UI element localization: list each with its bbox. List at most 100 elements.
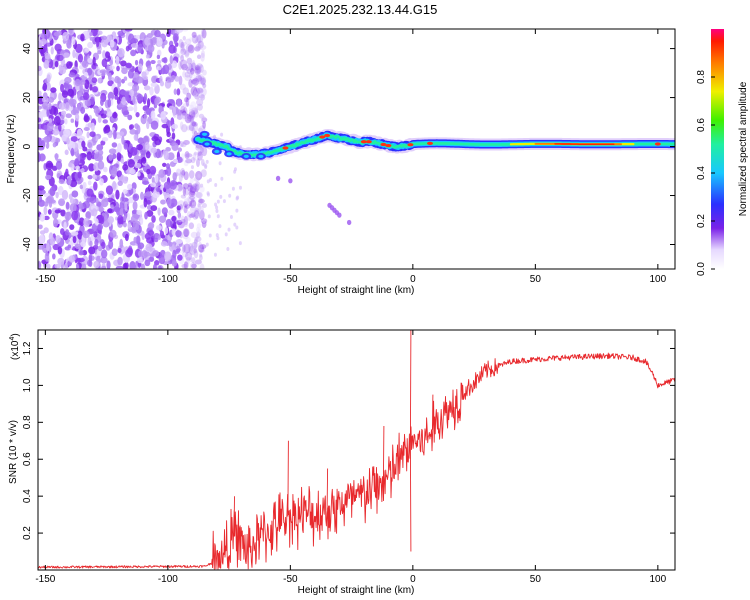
ridge-clump-core (214, 149, 220, 154)
noise-speck (162, 162, 167, 167)
noise-speck (96, 144, 104, 151)
noise-speck (44, 59, 50, 65)
noise-speck (163, 150, 170, 161)
noise-speck (155, 186, 161, 193)
noise-speck (69, 198, 76, 204)
noise-speck (94, 218, 99, 226)
noise-speck (38, 243, 45, 250)
noise-speck (81, 60, 89, 68)
noise-speck (201, 29, 207, 39)
noise-speck (130, 146, 138, 156)
noise-speck (163, 181, 171, 190)
noise-speck (169, 198, 178, 207)
noise-speck (129, 168, 136, 175)
noise-speck (68, 141, 76, 151)
noise-speck (191, 257, 196, 264)
noise-speck (127, 106, 134, 112)
noise-speck (216, 236, 220, 241)
ridge-peak (324, 133, 331, 138)
noise-speck (55, 234, 61, 244)
y-tick-label: 0 (22, 143, 33, 149)
noise-speck (199, 77, 204, 83)
noise-speck (189, 62, 193, 73)
noise-speck (238, 241, 242, 246)
noise-speck (67, 88, 74, 97)
y-tick-label: 1.0 (22, 378, 33, 392)
noise-speck (154, 97, 160, 106)
noise-speck (176, 88, 181, 96)
noise-speck (176, 219, 183, 226)
y-tick-label: 1.2 (22, 341, 33, 355)
noise-speck (100, 98, 104, 107)
noise-speck (227, 227, 231, 232)
noise-speck (137, 172, 141, 177)
noise-speck (41, 101, 49, 109)
noise-speck (275, 175, 281, 181)
noise-speck (195, 191, 203, 199)
noise-speck (126, 212, 131, 222)
noise-speck (48, 102, 52, 110)
noise-speck (180, 42, 185, 49)
ridge-peak (654, 142, 661, 146)
noise-speck (115, 189, 120, 200)
noise-speck (143, 114, 148, 119)
noise-speck (194, 259, 202, 265)
noise-speck (154, 174, 159, 184)
noise-speck (133, 86, 138, 96)
noise-speck (70, 147, 75, 157)
x-tick-label: 100 (650, 274, 667, 285)
noise-speck (190, 122, 199, 132)
noise-speck (183, 243, 191, 254)
noise-speck (194, 237, 198, 244)
noise-speck (46, 195, 54, 204)
noise-speck (58, 102, 67, 110)
noise-speck (112, 153, 117, 160)
noise-speck (66, 137, 70, 145)
noise-speck (125, 62, 132, 69)
noise-speck (190, 157, 196, 164)
noise-speck (220, 132, 224, 137)
noise-speck (78, 217, 85, 227)
noise-speck (194, 68, 199, 74)
noise-speck (233, 167, 237, 172)
noise-speck (103, 125, 111, 134)
ridge-peak (385, 143, 392, 148)
noise-speck (201, 29, 205, 37)
noise-speck (235, 225, 239, 230)
noise-speck (199, 247, 205, 253)
noise-speck (201, 117, 208, 123)
noise-speck (69, 179, 78, 188)
ridge-peak (365, 140, 372, 144)
noise-speck (191, 121, 196, 127)
noise-speck (53, 115, 61, 126)
signal-ridge (191, 129, 675, 162)
noise-speck (71, 210, 79, 221)
noise-speck (43, 124, 48, 130)
noise-speck (83, 115, 90, 123)
noise-speck (64, 149, 69, 156)
noise-speck (74, 113, 80, 122)
noise-speck (107, 98, 112, 108)
noise-speck (188, 245, 196, 256)
noise-speck (197, 174, 201, 179)
noise-speck (145, 108, 151, 115)
noise-speck (38, 65, 42, 72)
noise-speck (197, 127, 204, 133)
noise-speck (158, 255, 166, 265)
noise-speck (177, 147, 182, 152)
noise-speck (86, 188, 94, 197)
noise-speck (54, 60, 59, 68)
noise-speck (54, 43, 62, 52)
noise-speck (106, 260, 111, 269)
noise-speck (68, 72, 76, 78)
noise-speck (122, 176, 129, 184)
noise-speck (190, 198, 195, 203)
noise-speck (74, 158, 79, 166)
noise-speck (59, 54, 64, 61)
noise-speck (226, 246, 230, 251)
noise-speck (191, 126, 196, 135)
noise-speck (70, 118, 75, 123)
noise-speck (89, 240, 93, 247)
noise-speck (150, 110, 156, 120)
noise-speck (52, 218, 59, 228)
